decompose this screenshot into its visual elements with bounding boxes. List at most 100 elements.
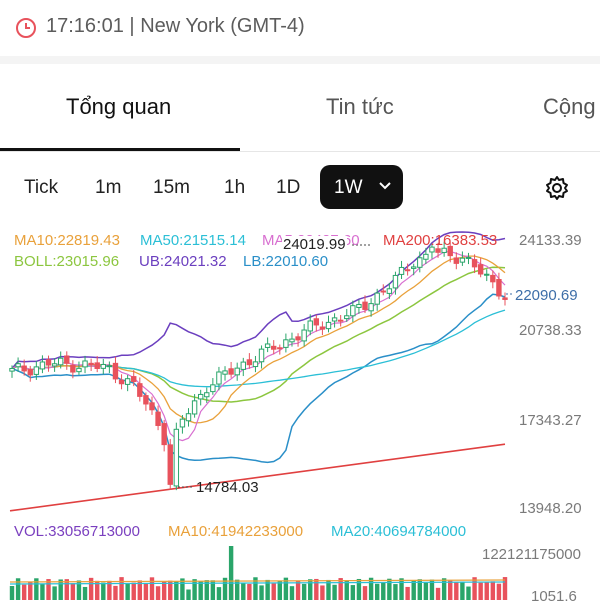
candle-body <box>197 393 204 400</box>
candle-body <box>331 317 338 322</box>
interval-tick[interactable]: Tick <box>24 177 59 198</box>
volume-bar <box>368 577 374 600</box>
candle-body <box>167 444 173 485</box>
last-price-label: 22090.69 <box>515 287 578 304</box>
volume-bar <box>362 586 368 600</box>
volume-bar <box>174 581 179 600</box>
volume-bar <box>265 579 270 600</box>
candle-body <box>161 423 167 446</box>
candle-body <box>477 264 484 275</box>
candle-body <box>380 290 386 293</box>
candle-body <box>179 418 186 428</box>
candle-body <box>404 269 411 272</box>
candle-body <box>21 365 27 372</box>
volume-bar <box>186 589 191 600</box>
tab-divider <box>0 151 600 152</box>
candle-body <box>143 395 149 405</box>
volume-bar <box>247 583 252 600</box>
interval-15m[interactable]: 15m <box>153 177 190 198</box>
candle-body <box>441 247 447 253</box>
volume-bar <box>204 580 209 600</box>
volume-bar <box>155 586 161 600</box>
candle-body <box>173 428 180 487</box>
volume-ma10-line <box>9 579 506 583</box>
volume-bar <box>101 582 106 600</box>
candle-body <box>295 336 301 341</box>
candle-body <box>490 274 496 283</box>
volume-bar <box>28 581 33 600</box>
candle-body <box>70 364 76 373</box>
volume-bar <box>253 577 258 600</box>
candle-body <box>15 363 21 368</box>
candle-body <box>459 257 466 263</box>
candle-body <box>411 266 417 269</box>
volume-bar <box>180 578 185 600</box>
candle-body <box>228 368 234 375</box>
tab-overview[interactable]: Tổng quan <box>66 94 172 119</box>
legend-volume: VOL:33056713000 <box>14 523 140 540</box>
volume-bar <box>52 586 57 600</box>
bollinger-upper-line <box>11 231 506 369</box>
volume-bar <box>82 586 88 600</box>
volume-bar <box>21 584 27 600</box>
price-chart[interactable] <box>0 225 600 600</box>
interval-1h[interactable]: 1h <box>224 177 246 198</box>
volume-bar <box>137 580 143 600</box>
candle-body <box>94 362 100 369</box>
candle-body <box>155 411 161 426</box>
volume-bar <box>131 582 136 600</box>
volume-bar <box>454 581 459 600</box>
candle-body <box>191 400 198 415</box>
interval-1m[interactable]: 1m <box>95 177 122 198</box>
volume-bar <box>192 579 197 600</box>
candle-body <box>423 253 429 260</box>
candle-body <box>465 256 472 259</box>
candle-body <box>325 321 332 330</box>
interval-1w-dropdown[interactable]: 1W <box>320 165 403 209</box>
interval-1d[interactable]: 1D <box>276 177 301 198</box>
volume-bar <box>234 579 240 600</box>
time-location: 17:16:01 | New York (GMT-4) <box>46 15 305 38</box>
volume-bar <box>441 578 447 600</box>
volume-ma20-line <box>9 581 506 585</box>
candle-body <box>216 371 222 385</box>
bollinger-lower-line <box>11 293 506 464</box>
candle-body <box>204 392 210 398</box>
candle-body <box>64 355 70 364</box>
candle-body <box>471 259 478 268</box>
candle-body <box>374 292 380 305</box>
volume-bar <box>76 580 82 600</box>
volume-bar <box>149 577 155 600</box>
tab-community[interactable]: Cộng <box>543 94 596 119</box>
candle-body <box>131 376 137 382</box>
candle-body <box>137 383 143 397</box>
volume-bar <box>241 582 246 600</box>
volume-bar <box>448 580 453 600</box>
volume-bar <box>472 577 477 600</box>
candle-body <box>210 384 216 393</box>
volume-bar <box>484 581 489 600</box>
candle-body <box>313 318 320 326</box>
volume-bar <box>332 584 337 600</box>
volume-bar <box>228 546 234 600</box>
volume-bar <box>210 580 216 600</box>
volume-bar <box>326 579 331 600</box>
volume-bar <box>466 586 471 600</box>
ma10-line <box>11 255 506 424</box>
gear-icon[interactable] <box>544 175 570 201</box>
candle-body <box>271 345 277 350</box>
volume-bar <box>387 578 392 600</box>
volume-bar <box>46 579 51 600</box>
volume-bar <box>119 577 124 600</box>
volume-bar <box>222 577 228 600</box>
tab-news[interactable]: Tin tức <box>326 94 394 119</box>
candle-body <box>240 361 246 370</box>
volume-bar <box>502 577 508 600</box>
candle-body <box>51 363 58 367</box>
volume-bar <box>381 582 386 600</box>
legend-ma200: MA200:16383.53 <box>383 232 498 249</box>
legend-ma10: MA10:22819.43 <box>14 232 120 249</box>
top-bar: 17:16:01 | New York (GMT-4) <box>0 0 600 56</box>
indicator-lines <box>11 231 506 464</box>
candle-body <box>283 339 289 348</box>
